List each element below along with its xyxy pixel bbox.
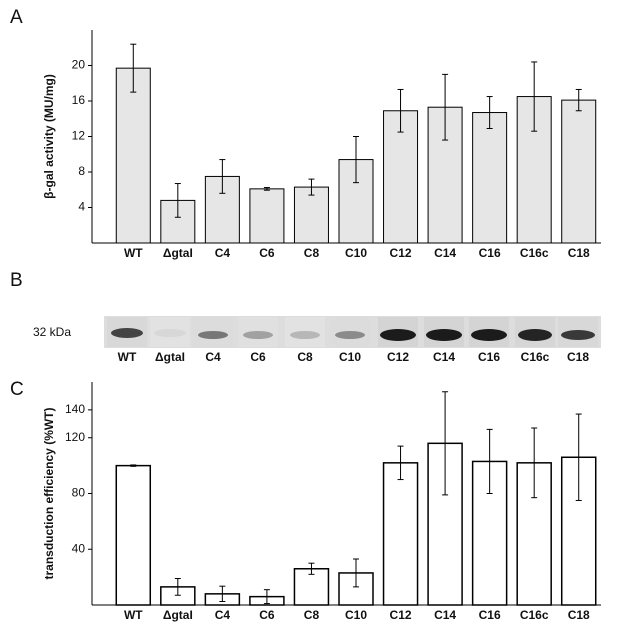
error-bar bbox=[308, 562, 315, 575]
lane-label: C16c bbox=[521, 350, 550, 364]
error-bar bbox=[174, 578, 181, 596]
x-tick-label: C10 bbox=[345, 246, 367, 260]
x-tick-label: C14 bbox=[434, 246, 456, 260]
bar bbox=[382, 462, 419, 606]
error-bar bbox=[219, 159, 226, 194]
x-tick-label: C8 bbox=[304, 608, 320, 622]
y-tick-label: 140 bbox=[65, 402, 85, 416]
error-bar bbox=[531, 61, 538, 132]
panel-label: B bbox=[10, 270, 23, 291]
x-tick-label: C12 bbox=[390, 608, 412, 622]
y-tick-label: 4 bbox=[78, 200, 85, 214]
y-tick-label: 120 bbox=[65, 430, 85, 444]
lane-label: ΔgtaI bbox=[155, 350, 185, 364]
x-tick-label: C4 bbox=[215, 608, 231, 622]
lane-label: C18 bbox=[567, 350, 589, 364]
x-tick-label: C16c bbox=[520, 246, 549, 260]
x-tick-label: C14 bbox=[434, 608, 456, 622]
x-tick-label: ΔgtaI bbox=[163, 246, 193, 260]
y-tick-label: 12 bbox=[72, 129, 86, 143]
x-tick-label: C8 bbox=[304, 246, 320, 260]
blot-marker: 32 kDa bbox=[33, 325, 71, 339]
x-tick-label: WT bbox=[124, 608, 143, 622]
panel-label: A bbox=[10, 7, 23, 28]
error-bar bbox=[263, 187, 270, 191]
x-tick-label: C16 bbox=[479, 246, 501, 260]
x-tick-label: ΔgtaI bbox=[163, 608, 193, 622]
blot-image bbox=[104, 316, 601, 348]
error-bar bbox=[174, 183, 181, 218]
y-tick-label: 40 bbox=[72, 541, 86, 555]
x-tick-label: C10 bbox=[345, 608, 367, 622]
lane-label: C6 bbox=[250, 350, 266, 364]
bar bbox=[115, 464, 152, 606]
lane-label: WT bbox=[118, 350, 137, 364]
bar bbox=[293, 186, 329, 244]
error-bar bbox=[397, 88, 404, 133]
x-tick-label: WT bbox=[124, 246, 143, 260]
y-tick-label: 16 bbox=[72, 93, 86, 107]
bar bbox=[383, 110, 419, 244]
y-tick-label: 20 bbox=[72, 58, 86, 72]
error-bar bbox=[442, 73, 449, 141]
lane-label: C8 bbox=[297, 350, 313, 364]
y-tick-label: 8 bbox=[78, 164, 85, 178]
error-bar bbox=[130, 464, 137, 467]
y-axis-title: transduction efficiency (%WT) bbox=[42, 407, 56, 579]
x-tick-label: C4 bbox=[215, 246, 231, 260]
x-tick-label: C16 bbox=[479, 608, 501, 622]
error-bar bbox=[531, 427, 538, 499]
y-axis-title: β-gal activity (MU/mg) bbox=[42, 74, 56, 199]
error-bar bbox=[353, 558, 359, 588]
error-bar bbox=[486, 428, 493, 494]
bar bbox=[561, 99, 597, 244]
error-bar bbox=[353, 136, 359, 184]
lane-label: C16 bbox=[478, 350, 500, 364]
panel-label: C bbox=[10, 379, 24, 400]
lane-label: C4 bbox=[205, 350, 221, 364]
error-bar bbox=[397, 445, 404, 481]
lane-label: C14 bbox=[433, 350, 455, 364]
x-tick-label: C16c bbox=[520, 608, 549, 622]
lane-label: C10 bbox=[339, 350, 361, 364]
bar bbox=[115, 67, 151, 244]
error-bar bbox=[575, 413, 582, 501]
error-bar bbox=[263, 589, 270, 605]
y-tick-label: 80 bbox=[72, 486, 86, 500]
x-tick-label: C6 bbox=[259, 246, 275, 260]
error-bar bbox=[219, 585, 226, 603]
bar bbox=[472, 112, 508, 244]
error-bar bbox=[308, 178, 315, 196]
x-tick-label: C18 bbox=[568, 608, 590, 622]
x-tick-label: C6 bbox=[259, 608, 275, 622]
error-bar bbox=[486, 96, 493, 130]
error-bar bbox=[130, 43, 137, 93]
error-bar bbox=[442, 391, 449, 496]
lane-label: C12 bbox=[387, 350, 409, 364]
x-tick-label: C18 bbox=[568, 246, 590, 260]
x-tick-label: C12 bbox=[390, 246, 412, 260]
error-bar bbox=[575, 88, 582, 112]
bar bbox=[249, 188, 285, 244]
